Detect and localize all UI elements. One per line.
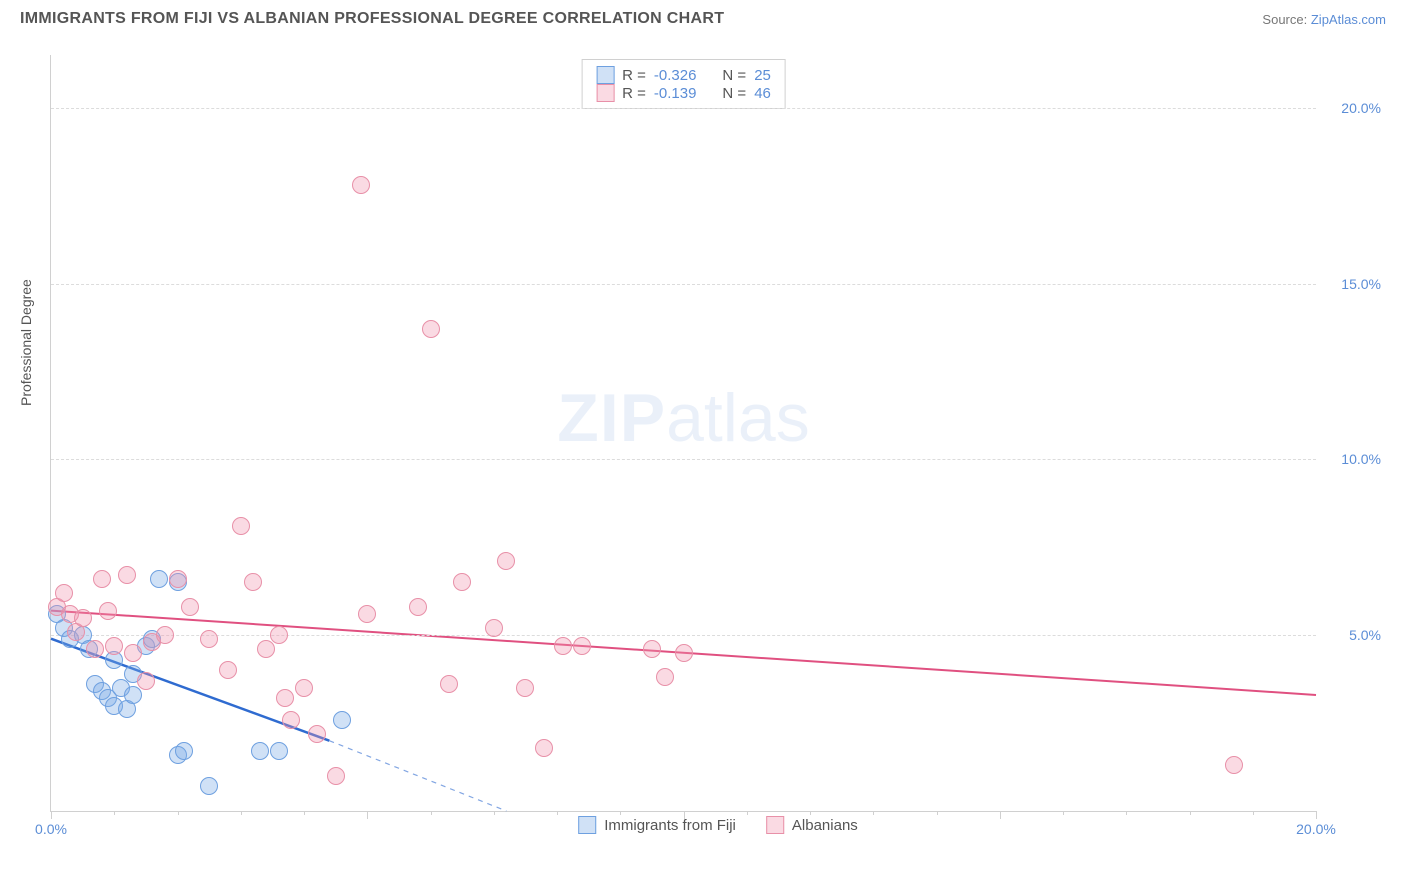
data-point-alb <box>409 598 427 616</box>
data-point-alb <box>219 661 237 679</box>
data-point-fiji <box>175 742 193 760</box>
x-tick-minor <box>1190 811 1191 815</box>
data-point-alb <box>276 689 294 707</box>
data-point-alb <box>573 637 591 655</box>
y-tick-label: 15.0% <box>1321 276 1381 292</box>
x-tick-minor <box>431 811 432 815</box>
data-point-alb <box>99 602 117 620</box>
data-point-alb <box>232 517 250 535</box>
x-tick-major <box>367 811 368 819</box>
x-tick-minor <box>1126 811 1127 815</box>
data-point-alb <box>55 584 73 602</box>
data-point-alb <box>169 570 187 588</box>
data-point-alb <box>485 619 503 637</box>
y-tick-label: 10.0% <box>1321 451 1381 467</box>
x-tick-minor <box>557 811 558 815</box>
data-point-alb <box>1225 756 1243 774</box>
x-tick-label: 0.0% <box>35 821 67 837</box>
x-tick-minor <box>1063 811 1064 815</box>
data-point-alb <box>93 570 111 588</box>
data-point-alb <box>105 637 123 655</box>
data-point-alb <box>440 675 458 693</box>
x-tick-minor <box>810 811 811 815</box>
y-tick-label: 20.0% <box>1321 100 1381 116</box>
legend-item-fiji: Immigrants from Fiji <box>578 816 736 834</box>
chart-container: IMMIGRANTS FROM FIJI VS ALBANIAN PROFESS… <box>0 0 1406 892</box>
data-point-fiji <box>200 777 218 795</box>
data-point-fiji <box>124 686 142 704</box>
source-attribution: Source: ZipAtlas.com <box>1262 12 1386 27</box>
x-tick-minor <box>873 811 874 815</box>
data-point-fiji <box>251 742 269 760</box>
data-point-alb <box>257 640 275 658</box>
x-tick-minor <box>620 811 621 815</box>
gridline <box>51 459 1316 460</box>
y-tick-label: 5.0% <box>1321 627 1381 643</box>
x-tick-label: 20.0% <box>1296 821 1336 837</box>
gridline <box>51 284 1316 285</box>
data-point-alb <box>308 725 326 743</box>
data-point-alb <box>535 739 553 757</box>
data-point-alb <box>124 644 142 662</box>
x-tick-major <box>51 811 52 819</box>
x-tick-minor <box>114 811 115 815</box>
data-point-alb <box>181 598 199 616</box>
data-point-fiji <box>333 711 351 729</box>
data-point-alb <box>86 640 104 658</box>
trend-line-dash-fiji <box>329 741 506 811</box>
data-point-alb <box>352 176 370 194</box>
x-tick-major <box>1000 811 1001 819</box>
data-point-alb <box>656 668 674 686</box>
header: IMMIGRANTS FROM FIJI VS ALBANIAN PROFESS… <box>0 0 1406 28</box>
legend-series: Immigrants from Fiji Albanians <box>578 816 858 834</box>
data-point-alb <box>358 605 376 623</box>
data-point-alb <box>497 552 515 570</box>
data-point-alb <box>137 672 155 690</box>
legend-label-alb: Albanians <box>792 817 858 834</box>
chart-title: IMMIGRANTS FROM FIJI VS ALBANIAN PROFESS… <box>20 10 724 28</box>
x-tick-minor <box>1253 811 1254 815</box>
data-point-alb <box>643 640 661 658</box>
data-point-alb <box>453 573 471 591</box>
data-point-fiji <box>270 742 288 760</box>
x-tick-minor <box>241 811 242 815</box>
x-tick-minor <box>937 811 938 815</box>
y-axis-label: Professional Degree <box>18 279 34 406</box>
data-point-alb <box>554 637 572 655</box>
source-link[interactable]: ZipAtlas.com <box>1311 12 1386 27</box>
legend-swatch-fiji <box>578 816 596 834</box>
data-point-alb <box>422 320 440 338</box>
data-point-alb <box>295 679 313 697</box>
gridline <box>51 108 1316 109</box>
legend-label-fiji: Immigrants from Fiji <box>604 817 736 834</box>
data-point-alb <box>327 767 345 785</box>
legend-swatch-alb <box>766 816 784 834</box>
trend-lines <box>51 55 1316 811</box>
x-tick-minor <box>304 811 305 815</box>
data-point-fiji <box>150 570 168 588</box>
data-point-alb <box>675 644 693 662</box>
data-point-alb <box>270 626 288 644</box>
x-tick-minor <box>494 811 495 815</box>
gridline <box>51 635 1316 636</box>
x-tick-minor <box>747 811 748 815</box>
data-point-alb <box>282 711 300 729</box>
data-point-alb <box>118 566 136 584</box>
legend-item-alb: Albanians <box>766 816 858 834</box>
data-point-alb <box>156 626 174 644</box>
data-point-alb <box>516 679 534 697</box>
chart-area: ZIPatlas R = -0.326 N = 25 R = -0.139 N … <box>50 55 1386 842</box>
source-label: Source: <box>1262 12 1307 27</box>
x-tick-major <box>1316 811 1317 819</box>
data-point-alb <box>74 609 92 627</box>
data-point-alb <box>200 630 218 648</box>
plot-area: ZIPatlas R = -0.326 N = 25 R = -0.139 N … <box>50 55 1316 812</box>
x-tick-minor <box>178 811 179 815</box>
data-point-alb <box>244 573 262 591</box>
